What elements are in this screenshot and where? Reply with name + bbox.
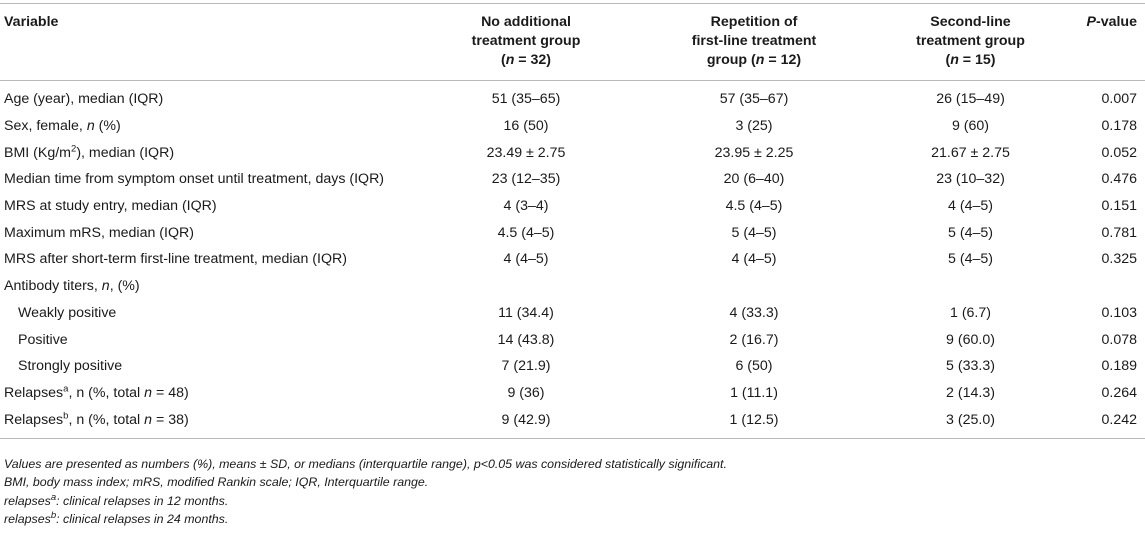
table-row: Sex, female, n (%) 16 (50) 3 (25) 9 (60)…	[0, 113, 1145, 140]
table-row: BMI (Kg/m2), median (IQR) 23.49 ± 2.75 2…	[0, 139, 1145, 166]
cell-second-line: 2 (14.3)	[946, 384, 995, 401]
cell-repetition: 6 (50)	[735, 358, 773, 375]
cell-no-additional: 9 (42.9)	[501, 411, 551, 428]
cell-second-line	[868, 273, 1073, 300]
table-row: Antibody titers, n, (%)	[0, 273, 1145, 300]
row-label: Relapsesb, n (%, total n = 38)	[4, 409, 189, 428]
cell-second-line: 4 (4–5)	[948, 198, 993, 215]
cell-second-line: 23 (10–32)	[936, 171, 1005, 188]
row-label: Sex, female, n (%)	[4, 118, 121, 135]
cell-second-line: 5 (4–5)	[948, 224, 993, 241]
cell-p-value	[1073, 273, 1145, 300]
row-label: MRS at study entry, median (IQR)	[4, 198, 217, 215]
cell-no-additional: 51 (35–65)	[491, 91, 561, 108]
row-label: Age (year), median (IQR)	[4, 91, 164, 108]
footnote-values: Values are presented as numbers (%), mea…	[4, 457, 727, 471]
cell-repetition: 5 (4–5)	[731, 224, 777, 241]
cell-p-value: 0.476	[1101, 171, 1137, 188]
cell-repetition: 3 (25)	[735, 118, 773, 135]
header-variable: Variable	[4, 14, 59, 30]
row-label: Antibody titers, n, (%)	[4, 278, 140, 295]
table-row: MRS after short-term first-line treatmen…	[0, 246, 1145, 273]
table-row: Relapsesa, n (%, total n = 48) 9 (36) 1 …	[0, 380, 1145, 407]
table-row: Positive 14 (43.8) 2 (16.7) 9 (60.0) 0.0…	[0, 326, 1145, 353]
cell-second-line: 3 (25.0)	[946, 411, 995, 428]
table-row: Median time from symptom onset until tre…	[0, 166, 1145, 193]
cell-second-line: 9 (60)	[951, 118, 990, 135]
row-label: Weakly positive	[18, 304, 117, 321]
header-repetition: Repetition of first-line treatment group…	[691, 14, 817, 68]
header-p-value: P-value	[1086, 14, 1137, 30]
cell-no-additional: 4 (4–5)	[503, 251, 549, 268]
footnote-relapses-a: relapsesa: clinical relapses in 12 month…	[4, 491, 229, 508]
cell-p-value: 0.242	[1101, 411, 1137, 428]
table-row: Weakly positive 11 (34.4) 4 (33.3) 1 (6.…	[0, 300, 1145, 327]
row-label: Positive	[18, 331, 68, 348]
table-row: Relapsesb, n (%, total n = 38) 9 (42.9) …	[0, 406, 1145, 439]
row-label: Strongly positive	[18, 358, 123, 375]
cell-repetition: 1 (12.5)	[729, 411, 779, 428]
cell-p-value: 0.189	[1101, 358, 1137, 375]
cell-p-value: 0.264	[1101, 384, 1137, 401]
cell-no-additional: 23.49 ± 2.75	[486, 144, 566, 161]
cell-no-additional: 4 (3–4)	[503, 198, 549, 215]
footnote-abbreviations: BMI, body mass index; mRS, modified Rank…	[4, 475, 429, 490]
cell-no-additional: 4.5 (4–5)	[497, 224, 555, 241]
cell-second-line: 9 (60.0)	[946, 331, 995, 348]
cell-second-line: 26 (15–49)	[936, 91, 1005, 108]
cell-no-additional: 23 (12–35)	[491, 171, 561, 188]
cell-repetition: 57 (35–67)	[719, 91, 789, 108]
header-row: Variable No additional treatment group (…	[0, 3, 1145, 81]
cell-repetition: 1 (11.1)	[730, 384, 778, 401]
cell-p-value: 0.151	[1101, 198, 1137, 215]
footnote-relapses-b: relapsesb: clinical relapses in 24 month…	[4, 510, 229, 527]
data-table: Variable No additional treatment group (…	[0, 3, 1145, 439]
row-label: BMI (Kg/m2), median (IQR)	[4, 142, 175, 161]
cell-no-additional: 16 (50)	[503, 118, 549, 135]
row-label: Maximum mRS, median (IQR)	[4, 224, 194, 241]
table-row: Strongly positive 7 (21.9) 6 (50) 5 (33.…	[0, 353, 1145, 380]
table-header: Variable No additional treatment group (…	[0, 3, 1145, 81]
cell-no-additional	[412, 273, 640, 300]
cell-no-additional: 11 (34.4)	[498, 304, 554, 321]
row-label: MRS after short-term first-line treatmen…	[4, 251, 347, 268]
cell-p-value: 0.325	[1101, 251, 1137, 268]
cell-p-value: 0.007	[1101, 91, 1137, 108]
cell-second-line: 1 (6.7)	[949, 304, 991, 321]
row-label: Relapsesa, n (%, total n = 48)	[4, 383, 189, 401]
cell-no-additional: 9 (36)	[507, 384, 545, 401]
cell-p-value: 0.103	[1101, 304, 1137, 321]
cell-repetition: 4 (4–5)	[731, 251, 777, 268]
cell-repetition: 4.5 (4–5)	[725, 198, 783, 215]
cell-second-line: 5 (4–5)	[948, 251, 993, 268]
cell-p-value: 0.052	[1101, 144, 1137, 161]
row-label: Median time from symptom onset until tre…	[4, 171, 385, 188]
cell-repetition: 23.95 ± 2.25	[714, 144, 794, 161]
cell-repetition: 2 (16.7)	[729, 331, 779, 348]
table-footnotes: Values are presented as numbers (%), mea…	[4, 455, 1134, 529]
cell-p-value: 0.178	[1101, 118, 1137, 135]
table-row: Age (year), median (IQR) 51 (35–65) 57 (…	[0, 81, 1145, 113]
header-no-additional: No additional treatment group (n = 32)	[471, 14, 581, 68]
table-body: Age (year), median (IQR) 51 (35–65) 57 (…	[0, 81, 1145, 439]
table-row: Maximum mRS, median (IQR) 4.5 (4–5) 5 (4…	[0, 219, 1145, 246]
cell-repetition: 4 (33.3)	[729, 304, 779, 321]
cell-no-additional: 14 (43.8)	[497, 331, 555, 348]
cell-p-value: 0.781	[1101, 224, 1137, 241]
cell-second-line: 5 (33.3)	[946, 358, 995, 375]
cell-repetition: 20 (6–40)	[723, 171, 785, 188]
header-second-line: Second-line treatment group (n = 15)	[916, 14, 1025, 68]
table-row: MRS at study entry, median (IQR) 4 (3–4)…	[0, 193, 1145, 220]
cell-second-line: 21.67 ± 2.75	[931, 144, 1010, 161]
cell-repetition	[640, 273, 868, 300]
cell-p-value: 0.078	[1101, 331, 1137, 348]
cell-no-additional: 7 (21.9)	[501, 358, 551, 375]
